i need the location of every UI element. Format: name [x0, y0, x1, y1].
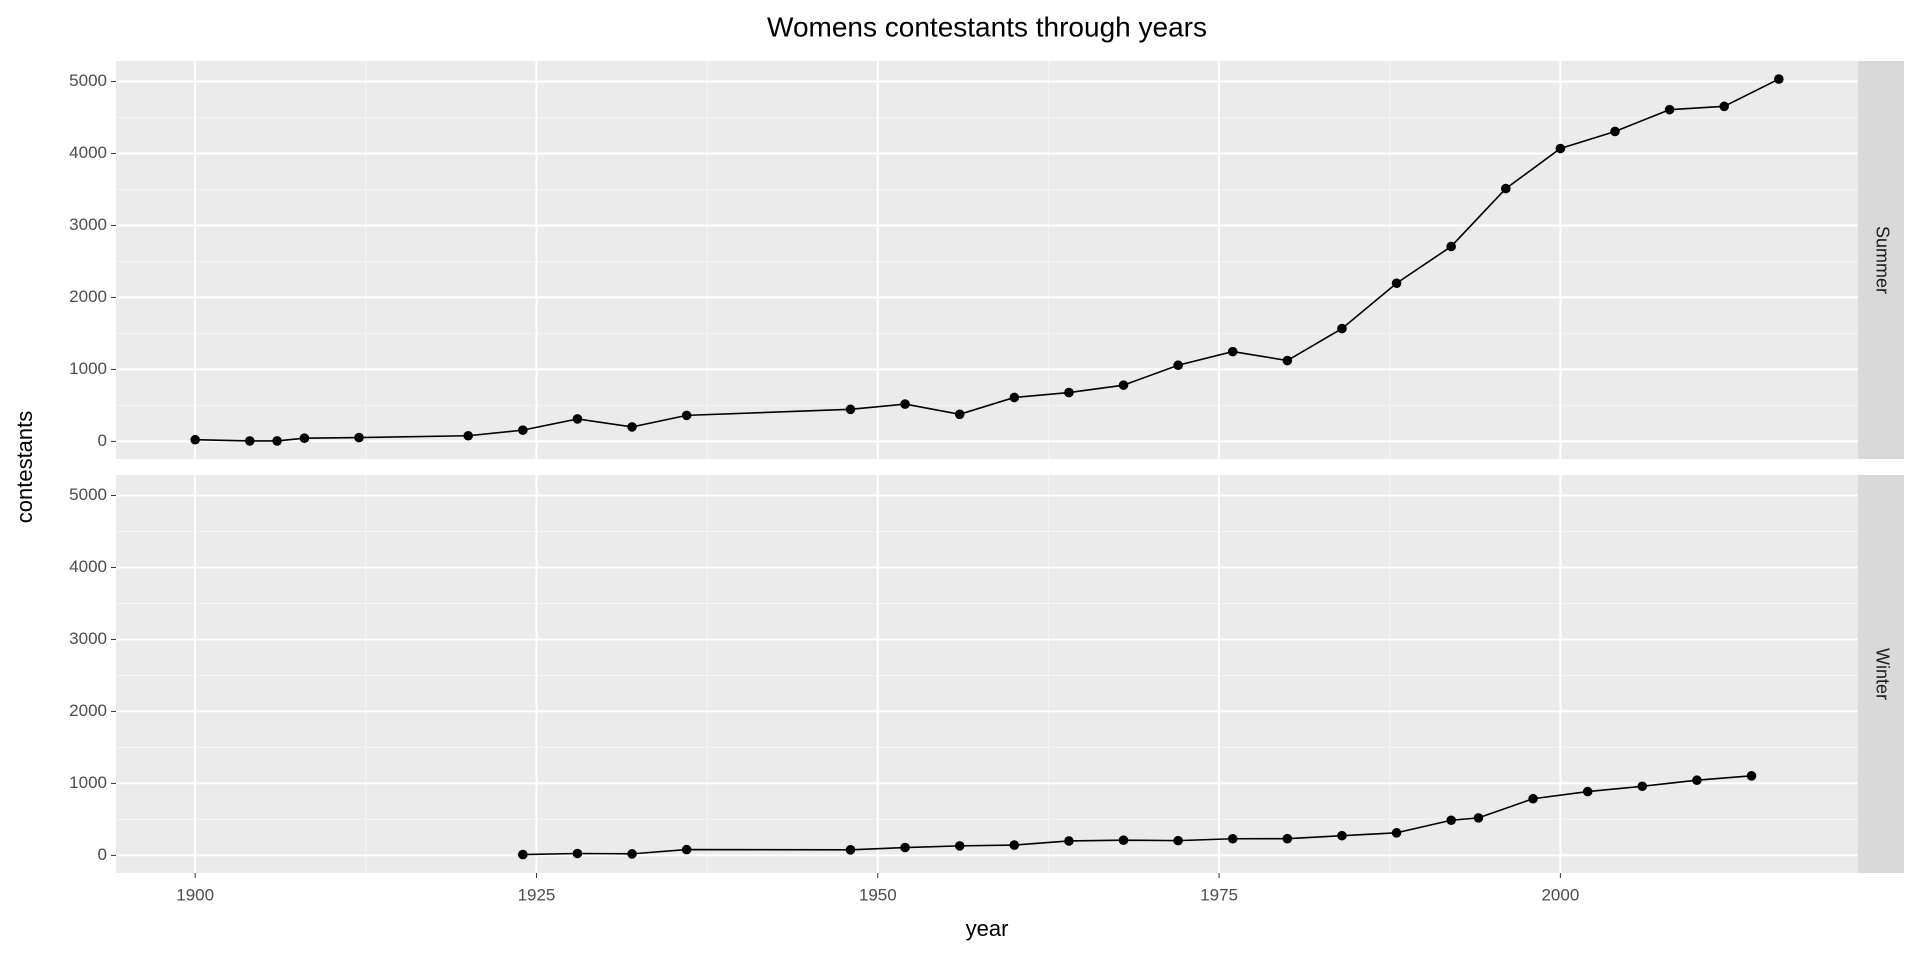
data-point	[518, 849, 528, 860]
y-tick-label: 0	[98, 431, 107, 450]
data-point	[272, 436, 282, 446]
data-point	[845, 404, 856, 415]
strip-background	[1858, 475, 1904, 873]
data-point	[244, 436, 255, 446]
y-tick-label: 5000	[69, 71, 107, 90]
data-point	[900, 399, 910, 409]
y-tick-label: 3000	[69, 215, 107, 234]
data-point	[1582, 786, 1593, 797]
data-point	[518, 425, 528, 435]
data-point	[845, 845, 856, 855]
data-point	[572, 414, 583, 424]
data-point	[954, 409, 965, 420]
data-point	[572, 848, 583, 859]
y-tick-label: 3000	[69, 629, 107, 648]
y-axis-title: contestants	[12, 411, 37, 524]
data-point	[1719, 101, 1730, 112]
x-tick-label: 1925	[518, 885, 556, 904]
x-tick-label: 1900	[176, 885, 214, 904]
data-point	[1555, 143, 1566, 154]
data-point	[1118, 380, 1129, 390]
data-point	[1391, 828, 1402, 838]
y-tick-label: 1000	[69, 773, 107, 792]
data-point	[1528, 793, 1538, 804]
data-point	[463, 430, 474, 441]
data-point	[1173, 360, 1183, 371]
data-point	[1282, 833, 1293, 844]
y-tick-label: 2000	[69, 701, 107, 720]
data-point	[627, 422, 637, 432]
data-point	[1664, 104, 1675, 115]
data-point	[1746, 771, 1757, 781]
panel-background	[116, 475, 1858, 873]
data-point	[1391, 278, 1402, 289]
series-line	[195, 78, 1780, 442]
y-tick-label: 5000	[69, 485, 107, 504]
x-axis-title: year	[966, 916, 1009, 941]
data-point	[627, 849, 637, 859]
y-tick-label: 4000	[69, 557, 107, 576]
data-point	[900, 842, 910, 853]
data-point	[1446, 241, 1456, 252]
y-tick-label: 1000	[69, 359, 107, 378]
strip-label: Winter	[1872, 648, 1892, 700]
data-point	[1227, 833, 1238, 844]
chart-title: Womens contestants through years	[767, 11, 1207, 42]
strip-label: Summer	[1872, 226, 1892, 294]
data-point	[1337, 830, 1347, 841]
data-point	[1446, 815, 1456, 826]
y-tick-label: 0	[98, 845, 107, 864]
data-point	[1500, 183, 1511, 194]
series-line	[522, 775, 1752, 856]
data-point	[190, 434, 200, 445]
data-point	[1282, 355, 1293, 366]
data-point	[1064, 836, 1074, 846]
data-point	[1227, 346, 1238, 357]
data-point	[681, 410, 692, 421]
data-point	[1774, 74, 1784, 84]
data-point	[1473, 813, 1484, 823]
y-tick-label: 4000	[69, 143, 107, 162]
data-point	[1637, 781, 1648, 792]
y-tick-label: 2000	[69, 287, 107, 306]
x-tick-label: 2000	[1541, 885, 1579, 904]
x-tick-label: 1950	[859, 885, 897, 904]
data-point	[681, 844, 692, 855]
data-point	[1337, 323, 1347, 334]
strip-background	[1858, 61, 1904, 459]
x-tick-label: 1975	[1200, 885, 1238, 904]
data-point	[1009, 840, 1020, 850]
data-point	[1173, 835, 1183, 846]
data-point	[1118, 835, 1129, 845]
data-point	[1610, 126, 1620, 137]
data-point	[1009, 392, 1020, 403]
data-point	[954, 841, 965, 851]
data-point	[299, 433, 310, 444]
panel-background	[116, 61, 1858, 459]
data-point	[354, 432, 364, 443]
data-point	[1692, 775, 1702, 786]
data-point	[1064, 387, 1074, 398]
